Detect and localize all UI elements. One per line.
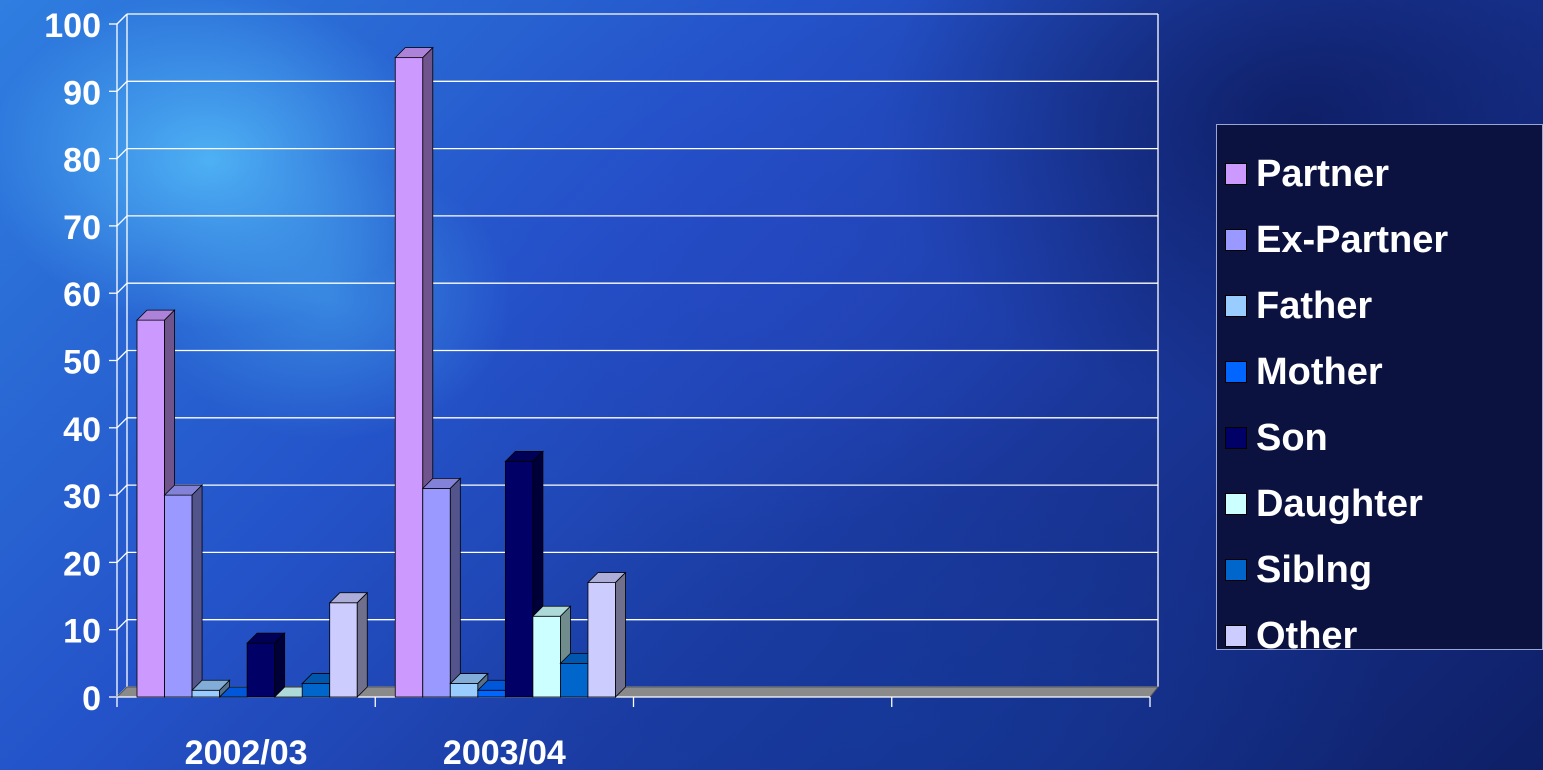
bars	[136, 46, 627, 698]
bar	[587, 571, 627, 698]
legend-swatch	[1225, 625, 1247, 647]
legend-label: Mother	[1256, 350, 1383, 393]
gridline-side	[116, 417, 128, 429]
bar-front	[136, 319, 165, 698]
x-tick-label: 2003/04	[443, 734, 566, 770]
bar-front	[301, 683, 331, 698]
legend-item: Other	[1217, 603, 1542, 669]
bar-front	[587, 582, 616, 698]
y-tick-label: 20	[63, 545, 101, 583]
gridline-side	[116, 282, 128, 294]
gridline-side	[116, 551, 128, 563]
legend-label: Son	[1256, 416, 1328, 459]
y-tick-label: 100	[44, 7, 101, 45]
legend-label: Ex-Partner	[1256, 218, 1449, 261]
bar-front	[449, 683, 479, 698]
legend-item: Daughter	[1217, 471, 1542, 537]
legend-item: Ex-Partner	[1217, 207, 1542, 273]
x-tick-label: 2002/03	[185, 734, 308, 770]
legend-swatch	[1225, 361, 1247, 383]
y-tick-label: 10	[63, 613, 101, 651]
gridline-side	[116, 350, 128, 361]
legend-label: Partner	[1256, 152, 1390, 195]
legend-item: Mother	[1217, 339, 1542, 405]
bar	[328, 591, 369, 698]
bar-front	[477, 689, 506, 698]
bar-side	[274, 632, 286, 698]
y-tick-label: 50	[63, 344, 101, 382]
bar	[531, 605, 572, 698]
legend-item: Son	[1217, 405, 1542, 471]
gridline-side	[116, 80, 128, 92]
gridline-side	[116, 148, 128, 160]
y-axis-tick-labels: 0 10 20 30 40 50 60 70 80 90 100	[44, 7, 101, 718]
bar-side	[356, 591, 368, 698]
bar-front	[191, 689, 220, 698]
legend-swatch	[1225, 427, 1247, 449]
bar-front	[560, 662, 589, 698]
legend-swatch	[1225, 295, 1247, 317]
bar	[191, 679, 231, 698]
bar	[136, 309, 176, 698]
bar-front	[504, 461, 534, 698]
legend-swatch	[1225, 163, 1247, 185]
legend-item: Siblng	[1217, 537, 1542, 603]
bar-front	[394, 57, 424, 698]
bar-front	[532, 615, 561, 698]
bar	[246, 632, 286, 698]
y-tick-label: 40	[63, 411, 101, 449]
legend-swatch	[1225, 229, 1247, 251]
bar-side	[449, 477, 461, 698]
y-tick-label: 0	[82, 680, 101, 718]
legend-label: Father	[1256, 284, 1373, 327]
legend-label: Siblng	[1256, 548, 1373, 591]
y-tick-label: 90	[63, 74, 101, 112]
legend-item: Partner	[1217, 141, 1542, 207]
legend-item: Father	[1217, 273, 1542, 339]
legend-label: Other	[1256, 614, 1358, 657]
y-tick-label: 60	[63, 276, 101, 314]
bar	[163, 484, 204, 698]
gridline-side	[116, 215, 128, 227]
bar-front	[164, 494, 193, 698]
y-tick-label: 70	[63, 209, 101, 247]
gridline-side	[116, 484, 128, 496]
chart-walls	[115, 14, 1160, 707]
legend-swatch	[1225, 493, 1247, 515]
legend-label: Daughter	[1256, 482, 1423, 525]
legend-swatch	[1225, 559, 1247, 581]
y-tick-label: 30	[63, 478, 101, 516]
bar	[421, 477, 462, 698]
gridlines	[109, 13, 1158, 698]
x-axis-tick-labels: 2002/03 2003/04	[185, 734, 566, 770]
bar-front	[246, 642, 276, 698]
bar-front	[329, 602, 358, 698]
bar-side	[191, 484, 203, 698]
legend: Partner Ex-Partner Father Mother Son Daughter…	[1216, 124, 1543, 657]
bar-side	[615, 571, 626, 698]
gridline-side	[116, 619, 128, 631]
gridline-side	[116, 13, 128, 25]
y-tick-label: 80	[63, 142, 101, 180]
bar-front	[422, 487, 451, 698]
